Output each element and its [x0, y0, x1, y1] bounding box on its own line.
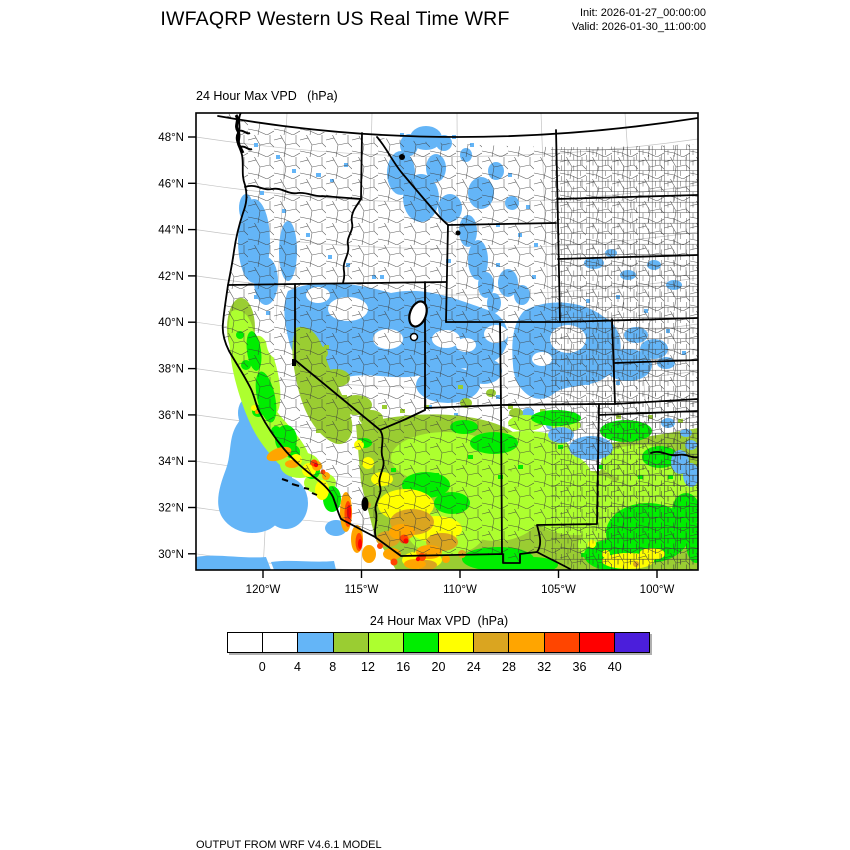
lat-axis: 48°N 46°N 44°N 42°N 40°N 38°N 36°N 34°N 32°N 30°N — [158, 132, 196, 561]
colorbar-cell-28-32 — [509, 632, 545, 653]
co-ks-border — [611, 318, 616, 405]
colorbar-tick-label: 20 — [431, 660, 446, 674]
wy-west-border — [445, 224, 449, 323]
utah-lake — [409, 332, 419, 342]
colorbar-tick-label: 16 — [396, 660, 411, 674]
colorbar-cell-20-24 — [439, 632, 475, 653]
lat-tick-label: 30°N — [158, 549, 184, 561]
valid-time: Valid: 2026-01-30_11:00:00 — [571, 21, 706, 33]
state-boundaries — [217, 115, 698, 570]
map-subtitle: 24 Hour Max VPD (hPa) — [196, 89, 338, 103]
red-river-border — [650, 451, 698, 459]
lake-tahoe — [292, 359, 296, 366]
colorbar-cell-0-4 — [263, 632, 299, 653]
lat-tick-label: 48°N — [158, 132, 184, 144]
colorbar-cell-8-12 — [333, 632, 369, 653]
lakes — [234, 114, 461, 511]
yellowstone-lake — [455, 230, 461, 236]
sd-ne-border — [557, 254, 698, 260]
great-salt-lake — [408, 300, 428, 328]
vpd-map: 48°N 46°N 44°N 42°N 40°N 38°N 36°N 34°N 32°N 30°N… — [158, 112, 699, 596]
channel-islands — [281, 478, 318, 496]
colorbar-cell-24-28 — [474, 632, 510, 653]
mt-wy-border — [447, 222, 557, 226]
colorbar-tick-label: 36 — [572, 660, 587, 674]
lat-tick-label: 38°N — [158, 364, 184, 376]
lon-tick-label: 105°W — [541, 584, 576, 596]
colorbar-tick-labels: 0 4 8 12 16 20 24 28 32 36 40 — [227, 660, 651, 676]
model-info-line1: OUTPUT FROM WRF V4.6.1 MODEL — [196, 839, 382, 850]
lat-tick-label: 40°N — [158, 317, 184, 329]
model-info: OUTPUT FROM WRF V4.6.1 MODEL WE = 310 ; … — [196, 810, 629, 850]
tx-ok-border — [598, 410, 698, 416]
colorbar — [227, 632, 651, 653]
lat-tick-label: 32°N — [158, 503, 184, 515]
colorbar-cell-36-40 — [579, 632, 615, 653]
nv-az-border — [379, 409, 426, 431]
lat-tick-label: 42°N — [158, 271, 184, 283]
lon-axis: 120°W 115°W 110°W 105°W 100°W — [246, 570, 675, 596]
colorbar-cell-below 0 — [227, 632, 264, 653]
colorbar-tick-label: 4 — [294, 660, 301, 674]
colorbar-tick-label: 32 — [537, 660, 552, 674]
lon-tick-label: 110°W — [443, 584, 477, 596]
colorbar-cell-4-8 — [298, 632, 334, 653]
mexico-border — [340, 518, 571, 570]
colorbar-tick-label: 28 — [502, 660, 516, 674]
id-mt-border — [376, 136, 449, 226]
ca-az-river-border — [374, 429, 385, 539]
az-nm-border — [500, 404, 503, 555]
colorbar-cell-16-20 — [403, 632, 440, 653]
ut-co-border — [499, 321, 502, 405]
init-time: Init: 2026-01-27_00:00:00 — [580, 7, 706, 19]
coastline — [221, 113, 342, 520]
nm-tx-border — [536, 403, 600, 553]
lat-tick-label: 46°N — [158, 178, 184, 190]
ne-ks-border — [614, 359, 698, 364]
wa-or-border — [244, 185, 362, 200]
wa-id-border — [360, 132, 363, 200]
colorbar-tick-label: 12 — [361, 660, 375, 674]
page-title: IWFAQRP Western US Real Time WRF — [160, 8, 510, 30]
colorbar-tick-label: 8 — [329, 660, 337, 674]
or-id-border — [342, 198, 362, 284]
puget-branch — [237, 129, 253, 151]
lat-tick-label: 44°N — [158, 225, 184, 237]
lon-tick-label: 120°W — [246, 584, 281, 596]
colorbar-title: 24 Hour Max VPD (hPa) — [369, 614, 509, 628]
flathead-lake — [399, 154, 405, 160]
colorbar-cell-32-36 — [544, 632, 580, 653]
colorbar-cell-above 40 — [614, 632, 651, 653]
mt-dakota-border — [555, 129, 561, 323]
colorbar-tick-label: 0 — [258, 660, 266, 674]
nd-sd-border — [556, 194, 698, 200]
map-frame — [195, 112, 699, 571]
colorbar-tick-label: 40 — [607, 660, 622, 674]
lat-tick-label: 34°N — [158, 456, 184, 468]
lon-tick-label: 100°W — [640, 584, 675, 596]
lon-tick-label: 115°W — [345, 584, 379, 596]
salton-sea — [361, 497, 369, 511]
colorbar-tick-label: 24 — [466, 660, 481, 674]
colorbar-cell-12-16 — [368, 632, 404, 653]
wy-south-co-ne-border — [445, 317, 698, 323]
lat-tick-label: 36°N — [158, 410, 184, 422]
run-info: Init: 2026-01-27_00:00:00 Valid: 2026-01… — [480, 6, 706, 34]
canada-border — [217, 115, 698, 138]
